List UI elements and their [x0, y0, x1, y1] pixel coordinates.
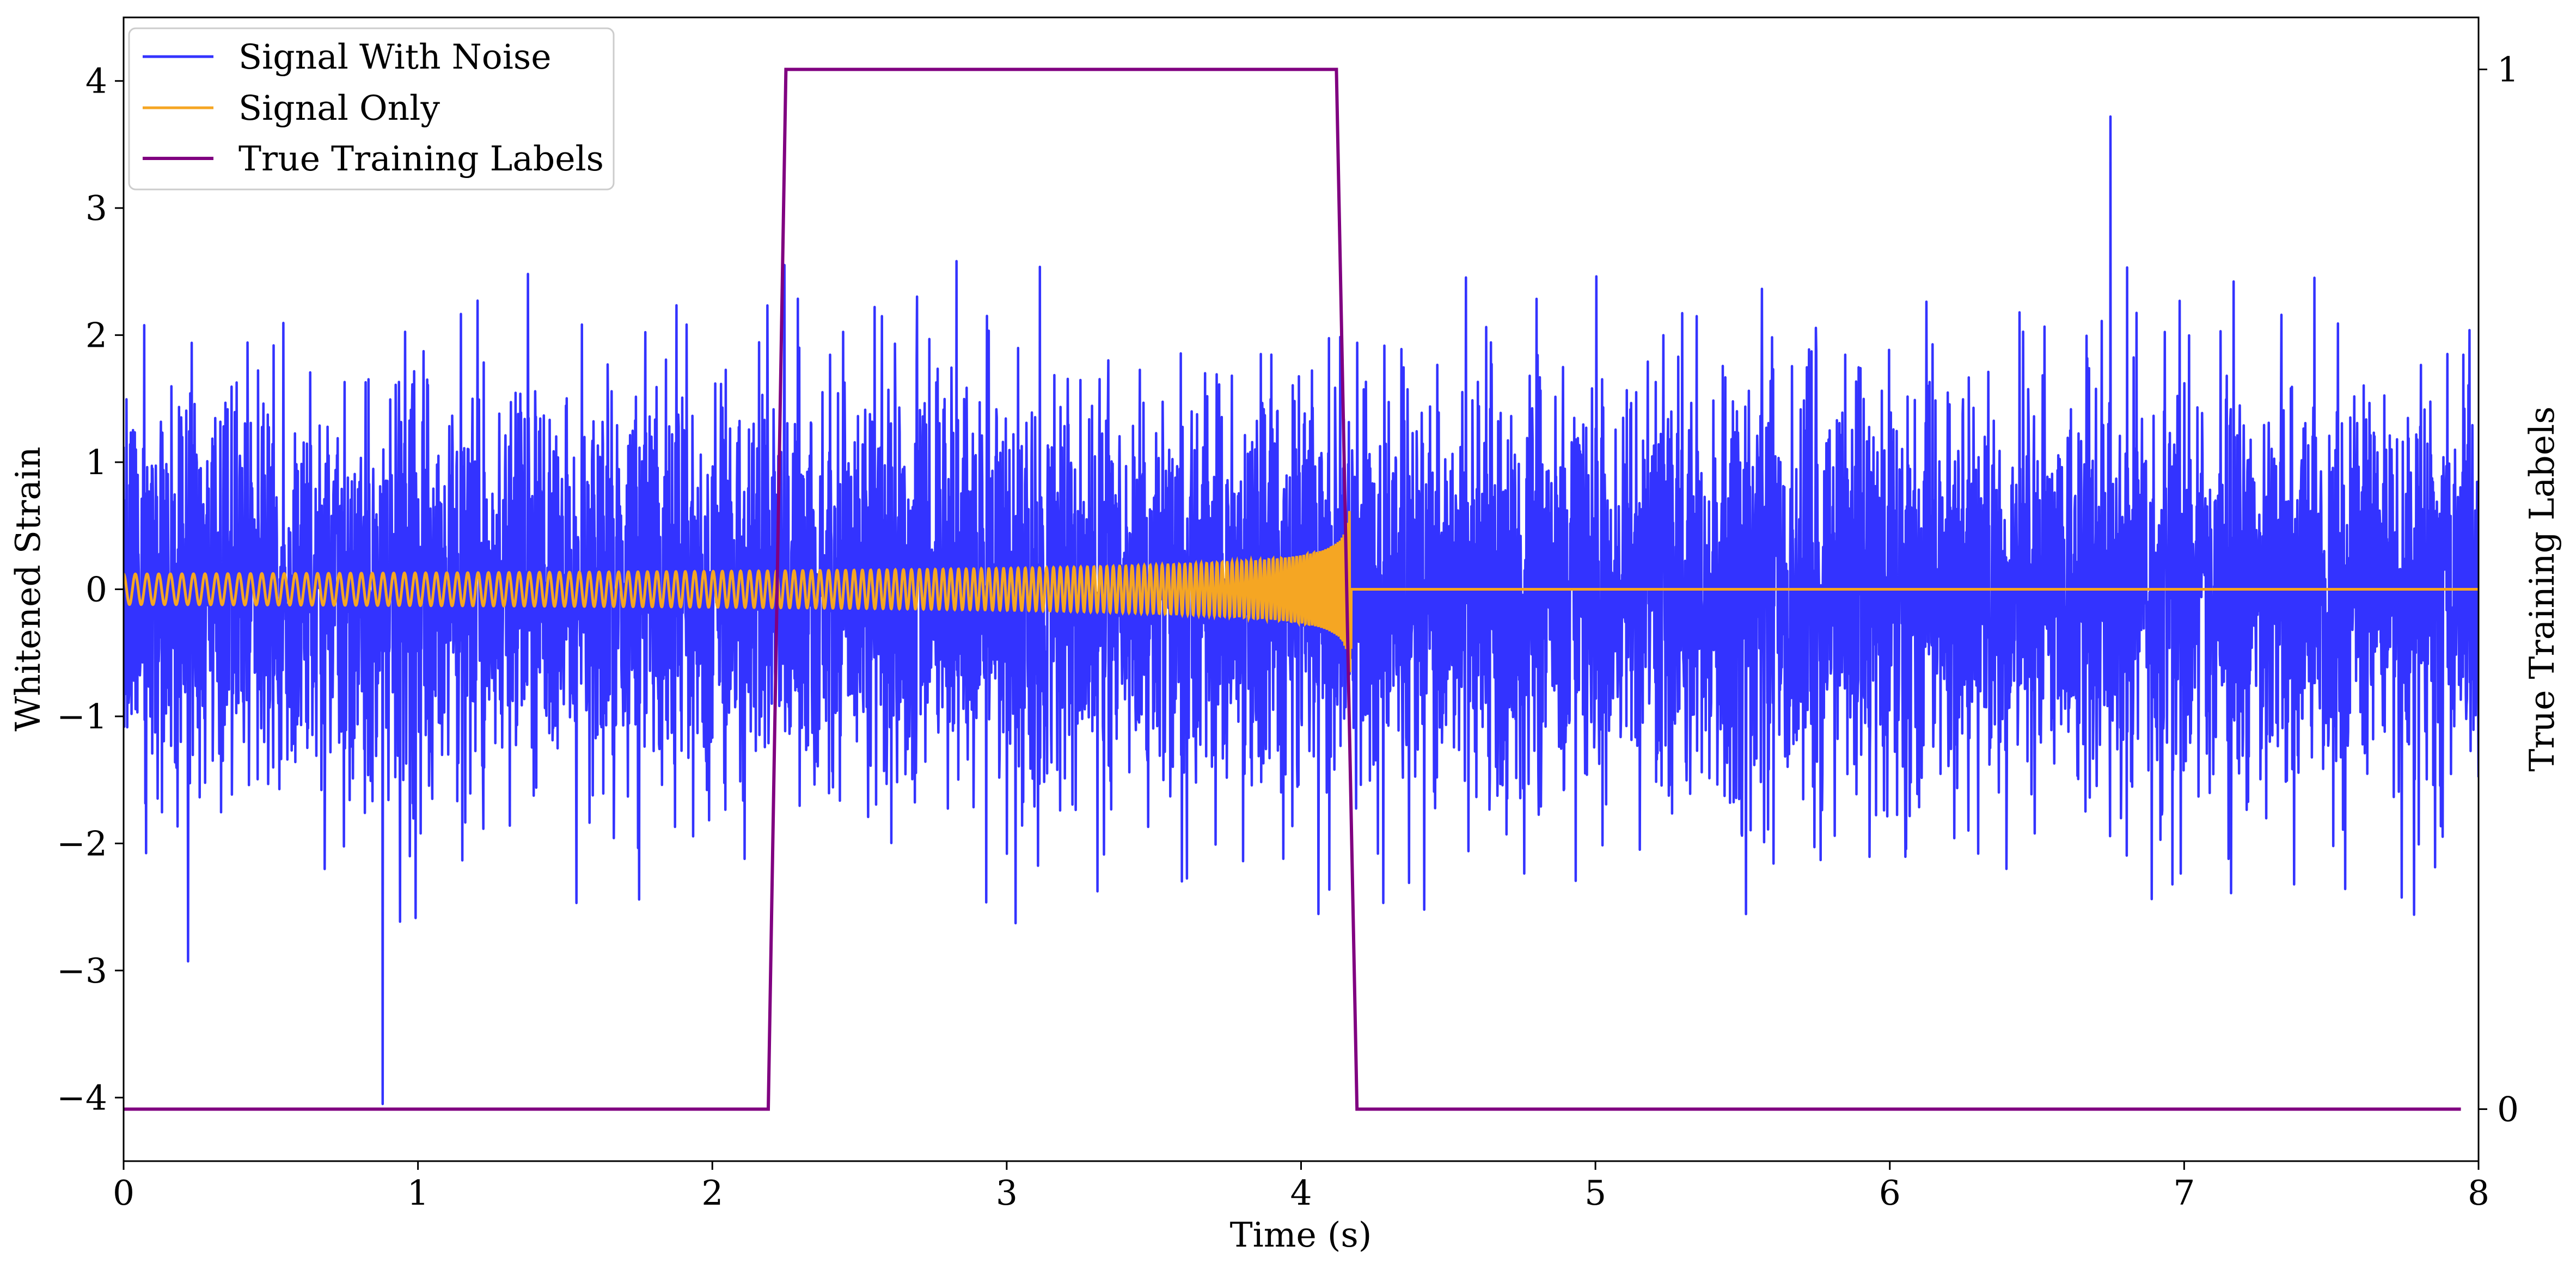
y-tick-label: −1 — [57, 697, 107, 737]
x-axis-label: Time (s) — [1230, 1215, 1372, 1255]
x-tick-label: 8 — [2468, 1173, 2489, 1213]
y-axis-label: Whitened Strain — [8, 446, 48, 731]
y-tick-label: 4 — [85, 62, 107, 101]
y2-axis: 01 — [2479, 50, 2519, 1130]
x-axis: 0 1 2 3 4 5 6 7 8 — [113, 1161, 2489, 1213]
x-tick-label: 5 — [1584, 1173, 1606, 1213]
legend-label-signal-with-noise: Signal With Noise — [238, 37, 551, 77]
y2-tick-label: 1 — [2497, 50, 2519, 90]
y2-tick-label: 0 — [2497, 1090, 2519, 1130]
x-tick-label: 3 — [996, 1173, 1018, 1213]
legend-label-true-training-labels: True Training Labels — [238, 139, 604, 179]
y-tick-label: −3 — [57, 951, 107, 991]
legend-label-signal-only: Signal Only — [238, 88, 440, 128]
y-tick-label: −4 — [57, 1078, 107, 1118]
y-tick-label: 2 — [85, 316, 107, 355]
y-axis: −4 −3 −2 −1 0 1 2 3 4 — [57, 62, 124, 1118]
x-tick-label: 0 — [113, 1173, 134, 1213]
y2-axis-label: True Training Labels — [2522, 406, 2562, 771]
x-tick-label: 2 — [701, 1173, 723, 1213]
series-line-signal-with-noise — [124, 115, 2479, 1106]
plot-area — [124, 68, 2479, 1111]
x-tick-label: 4 — [1290, 1173, 1312, 1213]
legend: Signal With Noise Signal Only True Train… — [128, 27, 615, 191]
legend-box — [128, 27, 615, 191]
series-line-true-training-labels — [124, 68, 2461, 1111]
y-tick-label: 1 — [85, 443, 107, 482]
x-tick-label: 7 — [2173, 1173, 2195, 1213]
y-tick-label: −2 — [57, 824, 107, 863]
y-tick-label: 3 — [85, 188, 107, 228]
series-line-signal-only — [124, 511, 2479, 672]
y-tick-label: 0 — [85, 570, 107, 610]
x-tick-label: 6 — [1879, 1173, 1901, 1213]
x-tick-label: 1 — [407, 1173, 429, 1213]
